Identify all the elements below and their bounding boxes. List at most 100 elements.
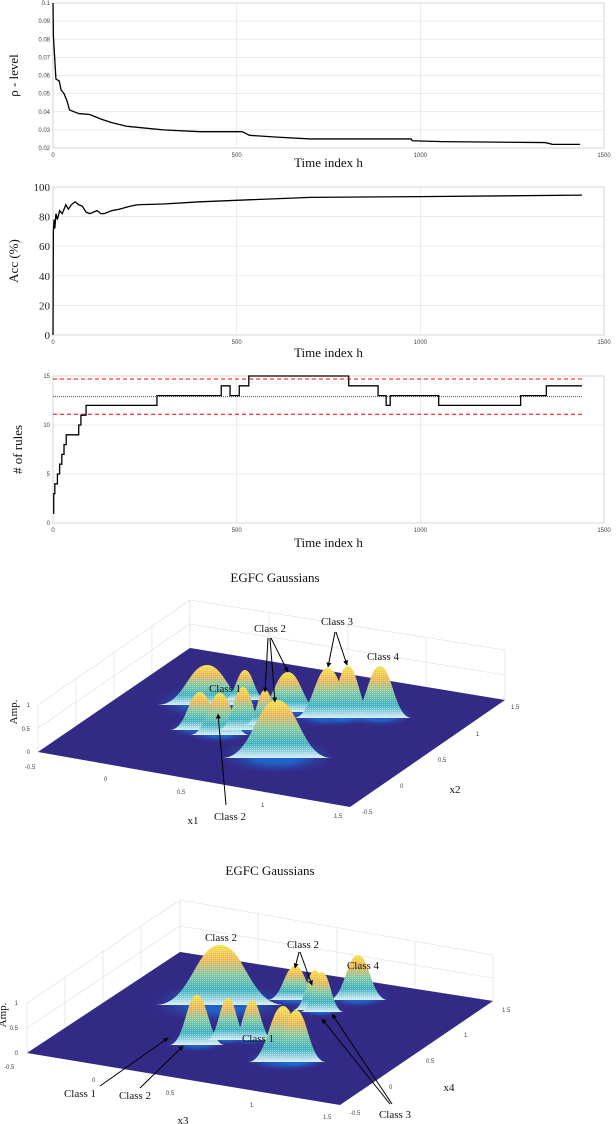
x-tick: 0 — [104, 777, 108, 783]
plot-title: EGFC Gaussians — [225, 863, 314, 878]
x-tick-label: 500 — [232, 153, 243, 159]
x-tick: 1 — [261, 803, 265, 809]
annotation-class-2: Class 2 — [254, 623, 286, 635]
y-tick-label: 0.1 — [42, 1, 51, 7]
y-tick: -0.5 — [350, 1111, 361, 1117]
y-tick-label: 0 — [47, 521, 51, 527]
y-tick-label: 10 — [43, 423, 50, 429]
annotation-class-4: Class 4 — [367, 651, 400, 663]
annotation-class-1: Class 1 — [64, 1088, 96, 1100]
axis-ticks: 1 0.5 0 -0.5 0 0.5 1 1.5 -0.5 0 0.5 1 1.… — [22, 703, 520, 820]
mound-mesh — [266, 1010, 326, 1062]
series-line-rho-level — [52, 2, 581, 146]
gaussian-mounds — [149, 665, 417, 776]
annotation-class-1: Class 1 — [242, 1033, 274, 1045]
series-line-number-of-rules — [53, 375, 582, 514]
x-tick: 1 — [250, 1103, 254, 1109]
annotation-class-3: Class 3 — [379, 1109, 412, 1121]
annotation-arrows — [99, 951, 393, 1105]
z-axis-label: Amp. — [8, 699, 20, 724]
y-tick-label: 0.09 — [38, 19, 50, 25]
gaussians-x3-x4-plot: EGFC Gaussians 1 0.5 0 -0.5 0 0.5 1 1.5 … — [0, 863, 511, 1124]
annotation-class-3: Class 3 — [321, 616, 354, 628]
x-tick: -0.5 — [25, 765, 36, 771]
y-tick-label: 0.04 — [38, 110, 50, 116]
y-tick-label: 0.03 — [38, 128, 50, 134]
gaussians-x1-x2-plot: EGFC Gaussians 1 0.5 0 -0.5 0 0.5 1 1.5 … — [8, 570, 520, 827]
y-axis-label: x2 — [450, 784, 461, 796]
axes-box — [26, 899, 494, 1054]
x-tick: -0.5 — [4, 1065, 15, 1071]
y-tick-label: 0.07 — [38, 55, 50, 61]
annotation-class-4: Class 4 — [347, 960, 380, 972]
mound-mesh — [348, 666, 412, 718]
x-tick-label: 1500 — [597, 340, 611, 346]
x-tick: 1.5 — [334, 814, 343, 820]
y-tick-label: 15 — [43, 374, 50, 380]
x-tick-label: 1500 — [597, 153, 611, 159]
plot-title: EGFC Gaussians — [230, 570, 319, 585]
x-tick-label: 1000 — [414, 528, 428, 534]
y-tick: 1 — [476, 732, 480, 738]
y-tick-label: 0.02 — [38, 146, 50, 152]
x-tick-label: 1500 — [597, 528, 611, 534]
rules-chart: 0 500 1000 1500 0 5 10 15 Time index h # of rules — [10, 374, 611, 550]
z-tick: 0.5 — [22, 727, 31, 733]
accuracy-chart: 0 500 1000 1500 0 20 40 60 80 100 Time index h Acc … — [6, 182, 611, 360]
mound-mesh — [300, 972, 344, 1012]
y-tick: 0.5 — [426, 1059, 435, 1065]
mound-mesh — [155, 945, 285, 1005]
y-tick: -0.5 — [362, 810, 373, 816]
y-tick: 1 — [464, 1033, 468, 1039]
x-tick-label: 500 — [232, 340, 243, 346]
x-tick: 0 — [92, 1078, 96, 1084]
annotation-class-2: Class 2 — [119, 1090, 151, 1102]
x-axis-label: x1 — [188, 815, 199, 827]
plot-area — [52, 186, 605, 336]
y-tick-label: 5 — [47, 472, 51, 478]
y-axis-label: # of rules — [10, 425, 25, 474]
plot-area — [52, 375, 605, 524]
z-axis-label: Amp. — [0, 1002, 9, 1027]
x-tick-label: 500 — [232, 528, 243, 534]
y-axis-label: x4 — [444, 1082, 456, 1094]
z-tick: 1 — [27, 703, 31, 709]
x-tick: 1.5 — [323, 1115, 332, 1121]
z-tick: 0.5 — [10, 1026, 19, 1032]
mound-mesh — [328, 955, 388, 1000]
y-tick-label: 80 — [39, 212, 51, 224]
x-tick: 0.5 — [166, 1091, 175, 1097]
x-axis-label: Time index h — [294, 155, 363, 170]
mound-mesh — [206, 998, 250, 1040]
annotation-class-2: Class 2 — [214, 811, 246, 823]
z-tick: 1 — [15, 1001, 19, 1007]
annotation-class-2: Class 2 — [205, 932, 237, 944]
y-tick: 1.5 — [502, 1008, 511, 1014]
mound-mesh — [169, 995, 225, 1045]
annotation-class-1: Class 1 — [209, 683, 241, 695]
y-axis-label: ρ - level — [6, 54, 21, 97]
y-tick: 0 — [400, 784, 404, 790]
mound-mesh — [230, 1000, 274, 1040]
x-tick-label: 1000 — [414, 153, 428, 159]
x-axis-label: x3 — [178, 1115, 190, 1124]
mound-mesh — [223, 670, 267, 700]
y-tick-label: 60 — [39, 241, 51, 253]
series-line-accuracy — [52, 194, 582, 336]
x-tick: 0.5 — [177, 790, 186, 796]
y-tick: 0.5 — [438, 758, 447, 764]
gaussian-mounds — [145, 945, 393, 1073]
x-axis-label: Time index h — [294, 535, 363, 550]
annotation-class-2: Class 2 — [287, 939, 319, 951]
axis-ticks: 1 0.5 0 -0.5 0 0.5 1 1.5 -0.5 0 0.5 1 1.… — [4, 1001, 511, 1121]
y-tick-label: 40 — [39, 271, 51, 283]
y-tick-label: 20 — [39, 300, 51, 312]
x-tick-label: 1000 — [414, 340, 428, 346]
annotation-arrows — [215, 631, 348, 806]
y-tick-label: 0 — [45, 330, 51, 342]
y-tick-label: 100 — [34, 182, 51, 194]
z-tick: 0 — [27, 750, 31, 756]
y-tick-label: 0.06 — [38, 74, 50, 80]
rho-level-chart: 0 500 1000 1500 0.02 0.03 0.04 0.05 0.06 0.07 0.08… — [6, 1, 611, 170]
